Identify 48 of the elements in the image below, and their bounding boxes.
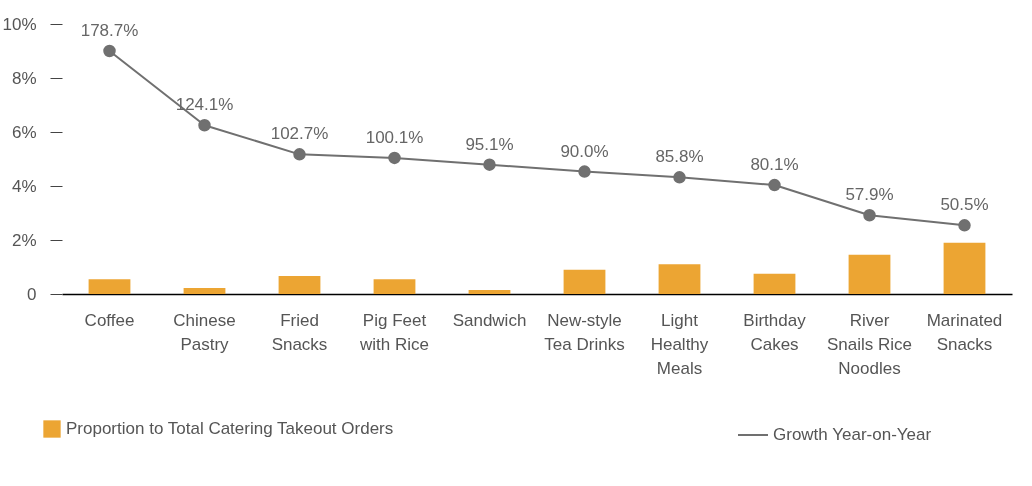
point	[863, 209, 876, 222]
y-tick-label: 10%	[2, 14, 37, 34]
x-tick-label: Sandwich	[452, 310, 527, 330]
point	[103, 44, 116, 58]
y-tick-label: 2%	[11, 230, 37, 250]
y-tick-label: 8%	[11, 68, 37, 88]
x-tick-label: Pig Feet with Rice	[359, 310, 429, 354]
data-label: 90.0%	[560, 141, 609, 161]
data-label: 95.1%	[465, 134, 514, 154]
legend-label: Proportion to Total Catering Takeout Orders	[66, 419, 394, 438]
bar	[88, 279, 131, 294]
data-label: 124.1%	[175, 95, 234, 115]
bar	[468, 289, 511, 294]
data-label: 80.1%	[750, 155, 799, 175]
bar	[753, 273, 796, 294]
y-tick-label: 0	[27, 284, 37, 304]
bar	[373, 279, 416, 294]
point	[768, 178, 781, 192]
data-label: 100.1%	[365, 127, 424, 147]
point	[198, 119, 211, 132]
point	[578, 165, 591, 178]
bar	[943, 242, 986, 294]
bar	[183, 288, 226, 294]
data-label: 102.7%	[270, 124, 329, 144]
x-tick-label: Chinese Pastry	[173, 310, 236, 354]
legend-label: Growth Year-on-Year	[773, 425, 932, 444]
y-tick-label: 6%	[11, 122, 37, 142]
x-tick-label: Fried Snacks	[271, 310, 328, 354]
y-tick-label: 4%	[11, 176, 37, 196]
x-tick-label: Coffee	[84, 310, 135, 330]
point	[388, 151, 401, 165]
bar	[563, 269, 606, 294]
x-tick-label: Light Healthy Meals	[650, 310, 709, 378]
point	[958, 219, 971, 232]
bar	[658, 264, 701, 294]
data-label: 50.5%	[940, 195, 989, 215]
point	[673, 171, 686, 184]
x-tick-label: Marinated Snacks	[926, 310, 1003, 354]
data-label: 85.8%	[655, 147, 704, 167]
x-tick-label: River Snails Rice Noodles	[826, 310, 913, 378]
point	[293, 148, 306, 161]
data-label: 57.9%	[845, 185, 894, 205]
bar	[278, 275, 321, 294]
data-label: 178.7%	[80, 21, 139, 40]
x-tick-label: Birthday Cakes	[743, 310, 807, 354]
x-tick-label: New-style Tea Drinks	[544, 310, 625, 354]
point	[483, 158, 496, 171]
bar	[848, 254, 891, 294]
